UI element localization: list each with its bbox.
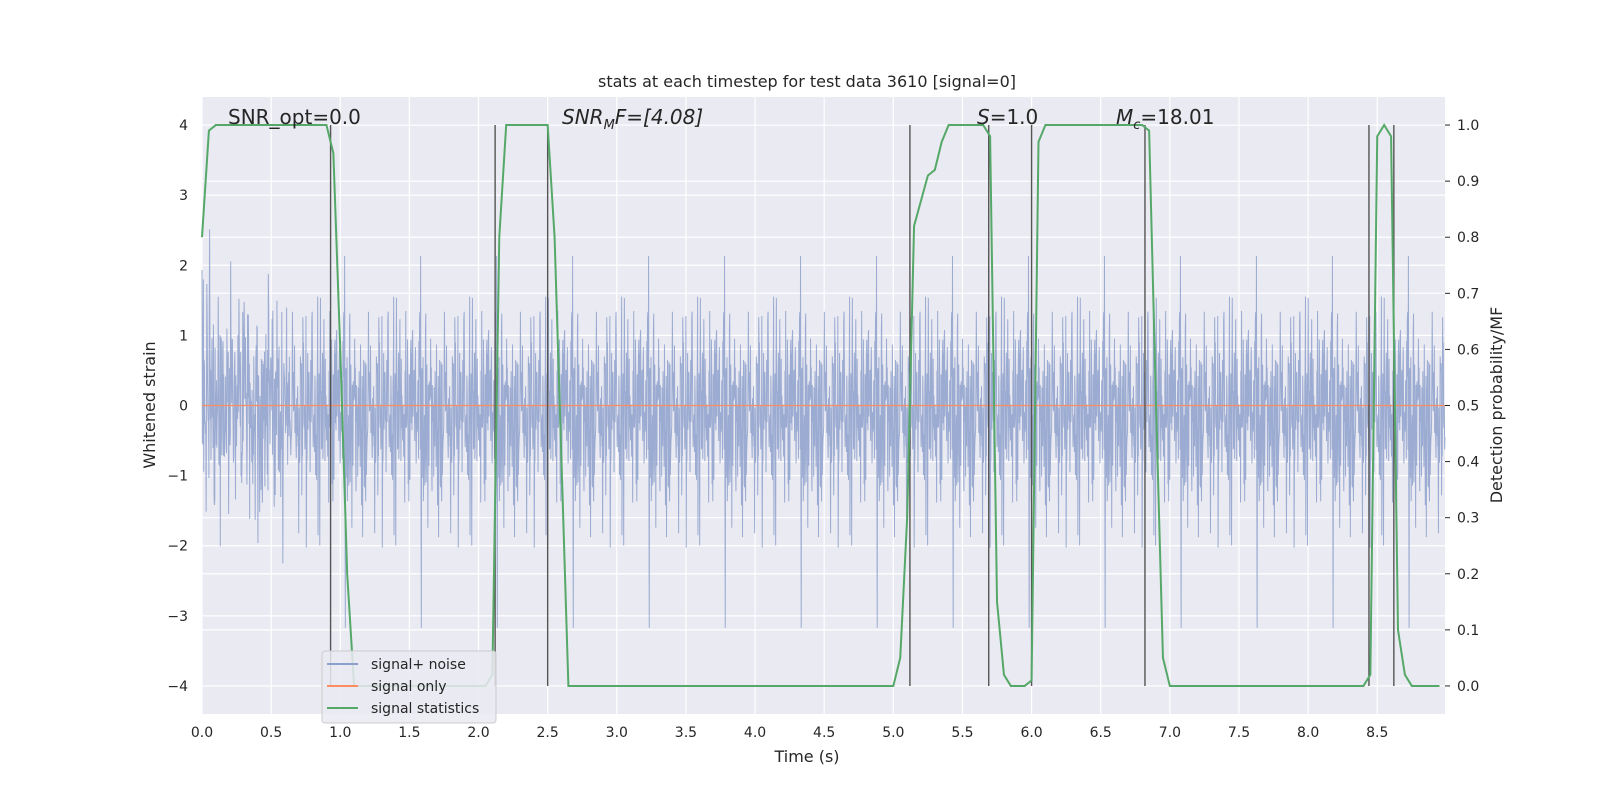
y-tick-label-right: 0.6 [1457,342,1479,358]
y-tick-label-right: 0.2 [1457,567,1479,583]
x-tick-label: 7.5 [1228,725,1250,741]
y-tick-label-right: 0.1 [1457,623,1479,639]
annotation-snr-mf-sub: M [604,118,615,133]
x-tick-label: 6.5 [1090,725,1112,741]
legend-label-signal-only: signal only [371,679,446,695]
y-tick-label-left: −2 [167,539,188,555]
legend-box [321,650,497,724]
annotation-s-rest: =1.0 [990,105,1039,129]
x-axis-title: Time (s) [773,747,839,766]
annotation-mc-main: M [1116,105,1133,129]
x-axis-ticks: 0.0 0.5 1.0 1.5 2.0 2.5 3.0 3.5 4.0 4.5 5.0 5.5 6.0 6… [191,725,1389,741]
signal-noise-series [201,229,1446,628]
y-tick-label-left: 3 [179,188,188,204]
y-tick-label-right: 0.3 [1457,511,1479,527]
y-tick-label-right: 0.4 [1457,455,1479,471]
y-tick-label-left: 2 [179,258,188,274]
annotation-mc-rest: =18.01 [1140,105,1214,129]
y-tick-label-right: 0.8 [1457,230,1479,246]
x-tick-label: 0.5 [260,725,282,741]
x-tick-label: 4.5 [813,725,835,741]
y-tick-label-left: −1 [167,469,188,485]
x-tick-label: 6.0 [1020,725,1042,741]
x-tick-label: 0.0 [191,725,213,741]
y-tick-label-right: 0.5 [1457,399,1479,415]
y-axis-right-ticks: 1.0 0.9 0.8 0.7 0.6 0.5 0.4 0.3 0.2 0.1 0.0 [1445,118,1479,695]
y-tick-label-left: 0 [179,399,188,415]
chart-title: stats at each timestep for test data 361… [598,72,1016,91]
y-tick-label-right: 0.0 [1457,679,1479,695]
y-tick-label-right: 0.9 [1457,174,1479,190]
annotation-snr-mf-main: SNR [562,105,604,129]
x-tick-label: 5.0 [882,725,904,741]
y-axis-right-title: Detection probability/MF [1487,307,1506,504]
x-tick-label: 7.0 [1159,725,1181,741]
y-tick-label-left: 1 [179,328,188,344]
y-tick-label-left: −4 [167,679,188,695]
x-tick-label: 3.5 [675,725,697,741]
x-tick-label: 2.5 [537,725,559,741]
x-tick-label: 2.0 [467,725,489,741]
y-axis-left-title: Whitened strain [140,341,159,468]
x-tick-label: 8.5 [1366,725,1388,741]
annotation-mc-sub: c [1133,118,1140,133]
y-tick-label-left: 4 [179,118,188,134]
y-axis-left-ticks: 4 3 2 1 0 −1 −2 −3 −4 [167,118,188,695]
legend-label-signal-statistics: signal statistics [371,701,479,717]
annotation-snr-opt: SNR_opt=0.0 [228,105,361,129]
x-tick-label: 5.5 [951,725,973,741]
annotation-snr-mf: SNRMF=[4.08] [562,105,703,133]
annotation-s-main: S [977,105,990,129]
annotation-mc: Mc=18.01 [1116,105,1214,133]
x-tick-label: 8.0 [1297,725,1319,741]
y-tick-label-right: 0.7 [1457,286,1479,302]
legend-label-signal-noise: signal+ noise [371,657,466,673]
annotation-snr-mf-rest: F=[4.08] [615,105,703,129]
x-tick-label: 4.0 [744,725,766,741]
y-tick-label-right: 1.0 [1457,118,1479,134]
y-tick-label-left: −3 [167,609,188,625]
signal-noise-line [201,229,1446,628]
x-tick-label: 1.0 [329,725,351,741]
x-tick-label: 3.0 [606,725,628,741]
x-tick-label: 1.5 [398,725,420,741]
legend: signal+ noise signal only signal statist… [321,650,497,724]
annotation-s: S=1.0 [977,105,1038,129]
